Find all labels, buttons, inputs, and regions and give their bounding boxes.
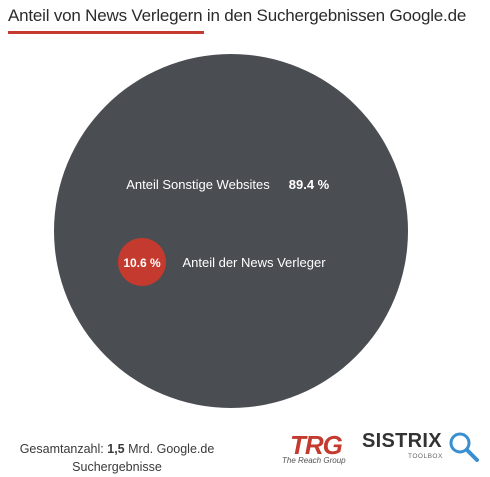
magnifier-icon bbox=[449, 432, 479, 462]
title-underline bbox=[8, 31, 204, 34]
slice-value-sonstige: 89.4 % bbox=[289, 177, 330, 192]
trg-logo-main: TRG bbox=[290, 430, 343, 460]
pie-slice-sonstige bbox=[54, 54, 408, 408]
sistrix-logo-sub: TOOLBOX bbox=[408, 453, 443, 460]
total-count-note: Gesamtanzahl: 1,5 Mrd. Google.de Sucherg… bbox=[6, 440, 228, 476]
slice-value-news-verleger: 10.6 % bbox=[123, 256, 161, 270]
sistrix-logo-main: SISTRIX bbox=[362, 430, 442, 452]
total-line2: Suchergebnisse bbox=[72, 460, 162, 474]
total-prefix: Gesamtanzahl: bbox=[19, 442, 104, 456]
total-suffix: Mrd. Google.de bbox=[128, 442, 215, 456]
page-title: Anteil von News Verlegern in den Sucherg… bbox=[8, 6, 467, 25]
sistrix-logo: SISTRIX TOOLBOX bbox=[362, 430, 482, 470]
trg-logo: TRG The Reach Group bbox=[282, 428, 362, 468]
slice-label-sonstige: Anteil Sonstige Websites bbox=[126, 177, 270, 192]
trg-logo-sub: The Reach Group bbox=[282, 456, 346, 465]
total-amount: 1,5 bbox=[107, 442, 125, 456]
pie-slice-news-verleger bbox=[118, 238, 166, 286]
slice-label-news-verleger: Anteil der News Verleger bbox=[182, 255, 326, 270]
